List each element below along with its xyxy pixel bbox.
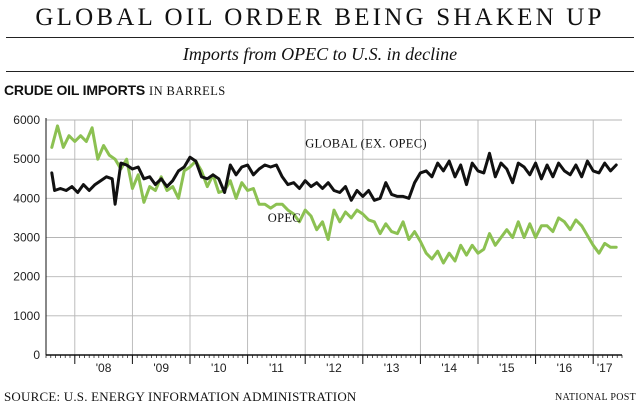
y-tick-label: 0: [33, 348, 40, 362]
headline-rule-top: [6, 37, 634, 38]
grid: [45, 118, 622, 356]
series-labels: GLOBAL (EX. OPEC) OPEC: [268, 136, 427, 224]
source-note: SOURCE: U.S. ENERGY INFORMATION ADMINIST…: [4, 389, 357, 404]
x-tick-label: '12: [326, 361, 342, 375]
x-tick-label: '10: [211, 361, 227, 375]
x-tick-label: '11: [269, 361, 284, 375]
x-tick-label: '17: [597, 361, 613, 375]
y-tick-label: 1000: [13, 309, 40, 323]
x-tick-label: '15: [499, 361, 515, 375]
y-tick-label: 2000: [13, 270, 40, 284]
credit: NATIONAL POST: [554, 392, 636, 403]
subtitle-rule: [6, 71, 634, 72]
y-tick-label: 3000: [13, 231, 40, 245]
x-tick-label: '14: [441, 361, 457, 375]
chart-label: CRUDE OIL IMPORTS IN BARRELS: [4, 80, 226, 99]
y-tick-label: 5000: [13, 152, 40, 166]
headline: GLOBAL OIL ORDER BEING SHAKEN UP: [35, 4, 605, 31]
x-axis: '08 '09 '10 '11 '12 '13 '14 '15 '16 '17: [45, 355, 623, 375]
y-tick-label: 4000: [13, 191, 40, 205]
series-opec: [50, 124, 618, 265]
x-tick-label: '08: [96, 361, 112, 375]
x-tick-label: '16: [557, 361, 573, 375]
chart-title: CRUDE OIL IMPORTS: [4, 82, 146, 98]
subtitle: Imports from OPEC to U.S. in decline: [182, 44, 458, 64]
global-label: GLOBAL (EX. OPEC): [305, 136, 427, 150]
series-lines: [50, 124, 618, 265]
opec-label: OPEC: [268, 211, 301, 225]
x-tick-label: '13: [384, 361, 400, 375]
y-axis: 0 1000 2000 3000 4000 5000 6000: [13, 113, 40, 362]
x-tick-label: '09: [153, 361, 169, 375]
y-tick-label: 6000: [13, 113, 40, 127]
chart-unit: IN BARRELS: [149, 84, 226, 98]
series-global: [50, 151, 618, 206]
